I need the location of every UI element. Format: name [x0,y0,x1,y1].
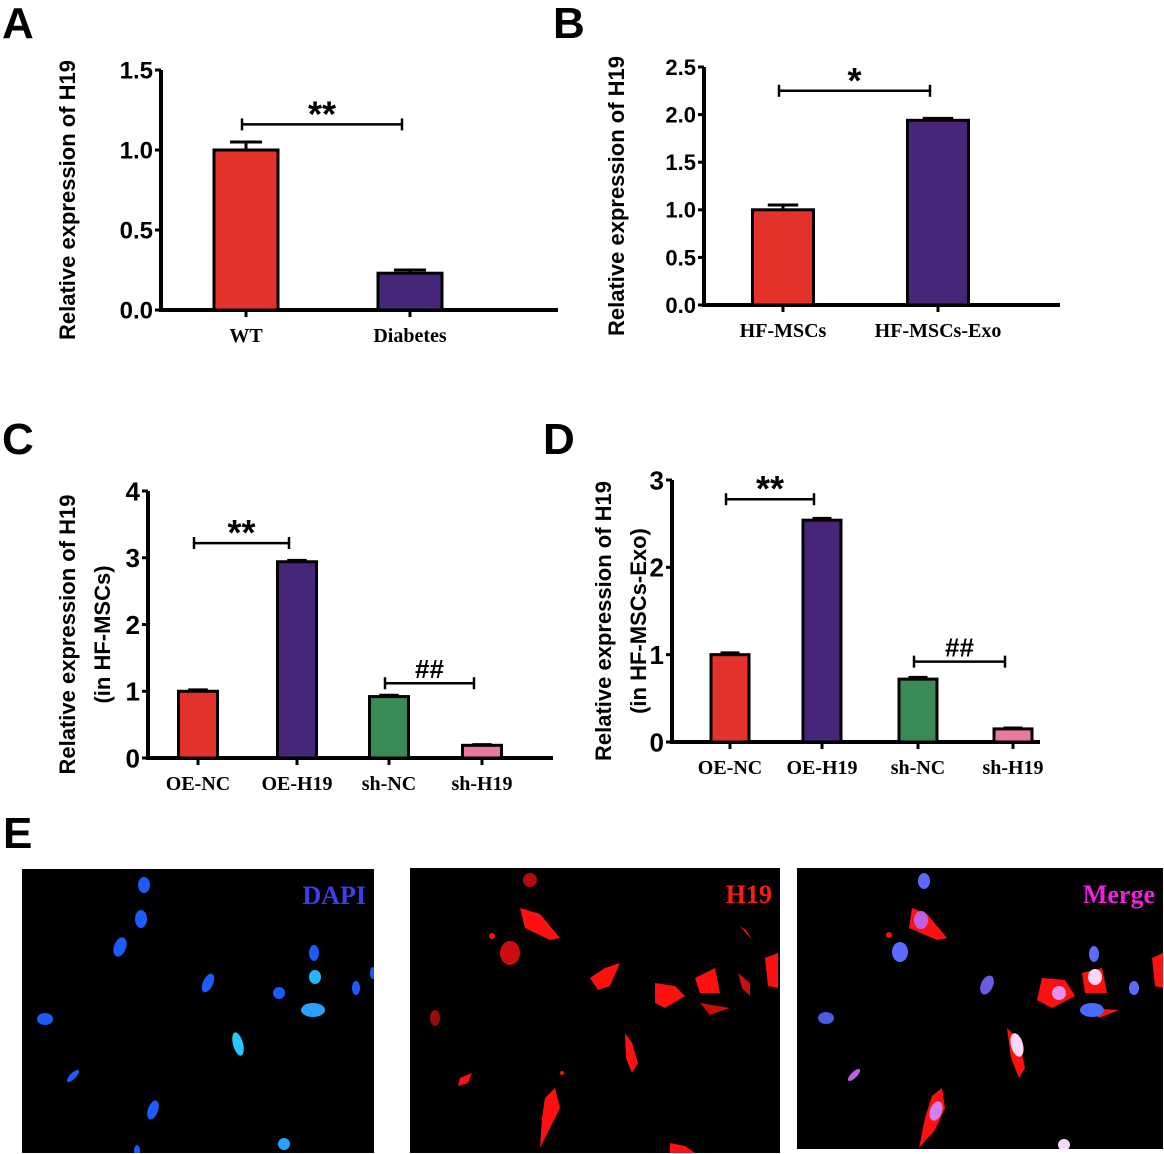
chart-d: 0 1 2 3 OE-NC OE-H19 sh-NC sh-H19 ** ## Relative e… [591,465,1044,779]
h19-cells-image [430,873,778,1153]
y-axis-label: Relative expression of H19 [55,60,80,340]
y-axis-label: (in HF-MSCs) [90,565,115,703]
bar-sh-nc [897,677,939,744]
y-tick-label: 3 [650,465,664,495]
bar-wt [212,148,280,312]
y-tick-label: 1 [650,640,664,670]
micrograph-dapi: DAPI [22,869,374,1153]
category-label: OE-NC [166,773,230,795]
category-label: Diabetes [373,325,447,347]
y-tick-label: 2 [126,610,140,640]
dapi-nuclei-image [37,877,374,1153]
category-label: sh-H19 [451,773,512,795]
dapi-label: DAPI [302,881,366,910]
y-tick-label: 1.0 [665,198,696,223]
micrograph-merge: Merge [797,868,1163,1149]
significance-marker: * [847,60,861,101]
y-tick-label: 0.5 [120,218,153,245]
y-tick-label: 3 [126,543,140,573]
significance-marker: ## [415,654,444,684]
y-tick-label: 4 [126,476,141,506]
category-label: sh-NC [362,773,416,795]
y-tick-label: 1 [126,677,140,707]
category-label: sh-H19 [982,757,1043,779]
category-label: HF-MSCs [740,320,827,342]
y-tick-label: 2.0 [665,103,696,128]
category-label: sh-NC [891,757,945,779]
y-axis-label: (in HF-MSCs-Exo) [626,528,651,714]
panel-letter-e: E [3,809,33,858]
bar-sh-nc [368,695,410,760]
y-tick-label: 2.5 [665,55,696,80]
bar-sh-h19 [992,727,1034,744]
panel-letter-c: C [2,415,34,464]
y-tick-label: 0.0 [120,298,153,325]
category-label: OE-H19 [261,773,332,795]
bar-oe-h19 [801,518,843,744]
bar-hf-mscs-exo [906,118,970,307]
category-label: OE-NC [698,757,762,779]
category-label: WT [229,325,263,347]
significance-marker: ** [227,512,255,553]
significance-marker: ** [756,468,784,509]
bar-oe-h19 [276,560,318,760]
y-tick-label: 1.5 [665,150,696,175]
bar-oe-nc [709,653,751,744]
y-axis-label: Relative expression of H19 [591,481,616,761]
y-tick-label: 0 [126,743,140,773]
significance-marker: ## [945,633,974,663]
y-tick-label: 1.0 [120,138,153,165]
h19-label: H19 [725,880,772,909]
panel-letter-b: B [553,0,585,48]
chart-b: 0.0 0.5 1.0 1.5 2.0 2.5 HF-MSCs HF-MSCs-Exo * Rel… [604,55,1060,342]
y-tick-label: 1.5 [120,58,153,85]
y-tick-label: 0.0 [665,293,696,318]
bar-oe-nc [177,689,219,760]
y-tick-label: 0 [650,727,664,757]
significance-marker: ** [308,93,336,134]
micrograph-h19: H19 [410,868,780,1153]
chart-c: 0 1 2 3 4 OE-NC OE-H19 sh-NC sh-H19 ** ## Relative … [55,476,553,795]
bar-sh-h19 [461,743,503,760]
bar-diabetes [376,271,444,312]
y-tick-label: 0.5 [665,245,696,270]
chart-a: 0.0 0.5 1.0 1.5 WT Diabetes ** Relative express… [55,58,558,347]
category-label: HF-MSCs-Exo [875,320,1002,342]
merge-cells-image [818,873,1163,1149]
y-tick-label: 2 [650,553,664,583]
y-axis-label: Relative expression of H19 [604,56,629,336]
panel-letter-d: D [543,415,575,464]
merge-label: Merge [1082,880,1155,909]
y-axis-label: Relative expression of H19 [55,494,80,774]
bar-hf-mscs [751,208,815,307]
panel-letter-a: A [2,0,34,48]
category-label: OE-H19 [786,757,857,779]
